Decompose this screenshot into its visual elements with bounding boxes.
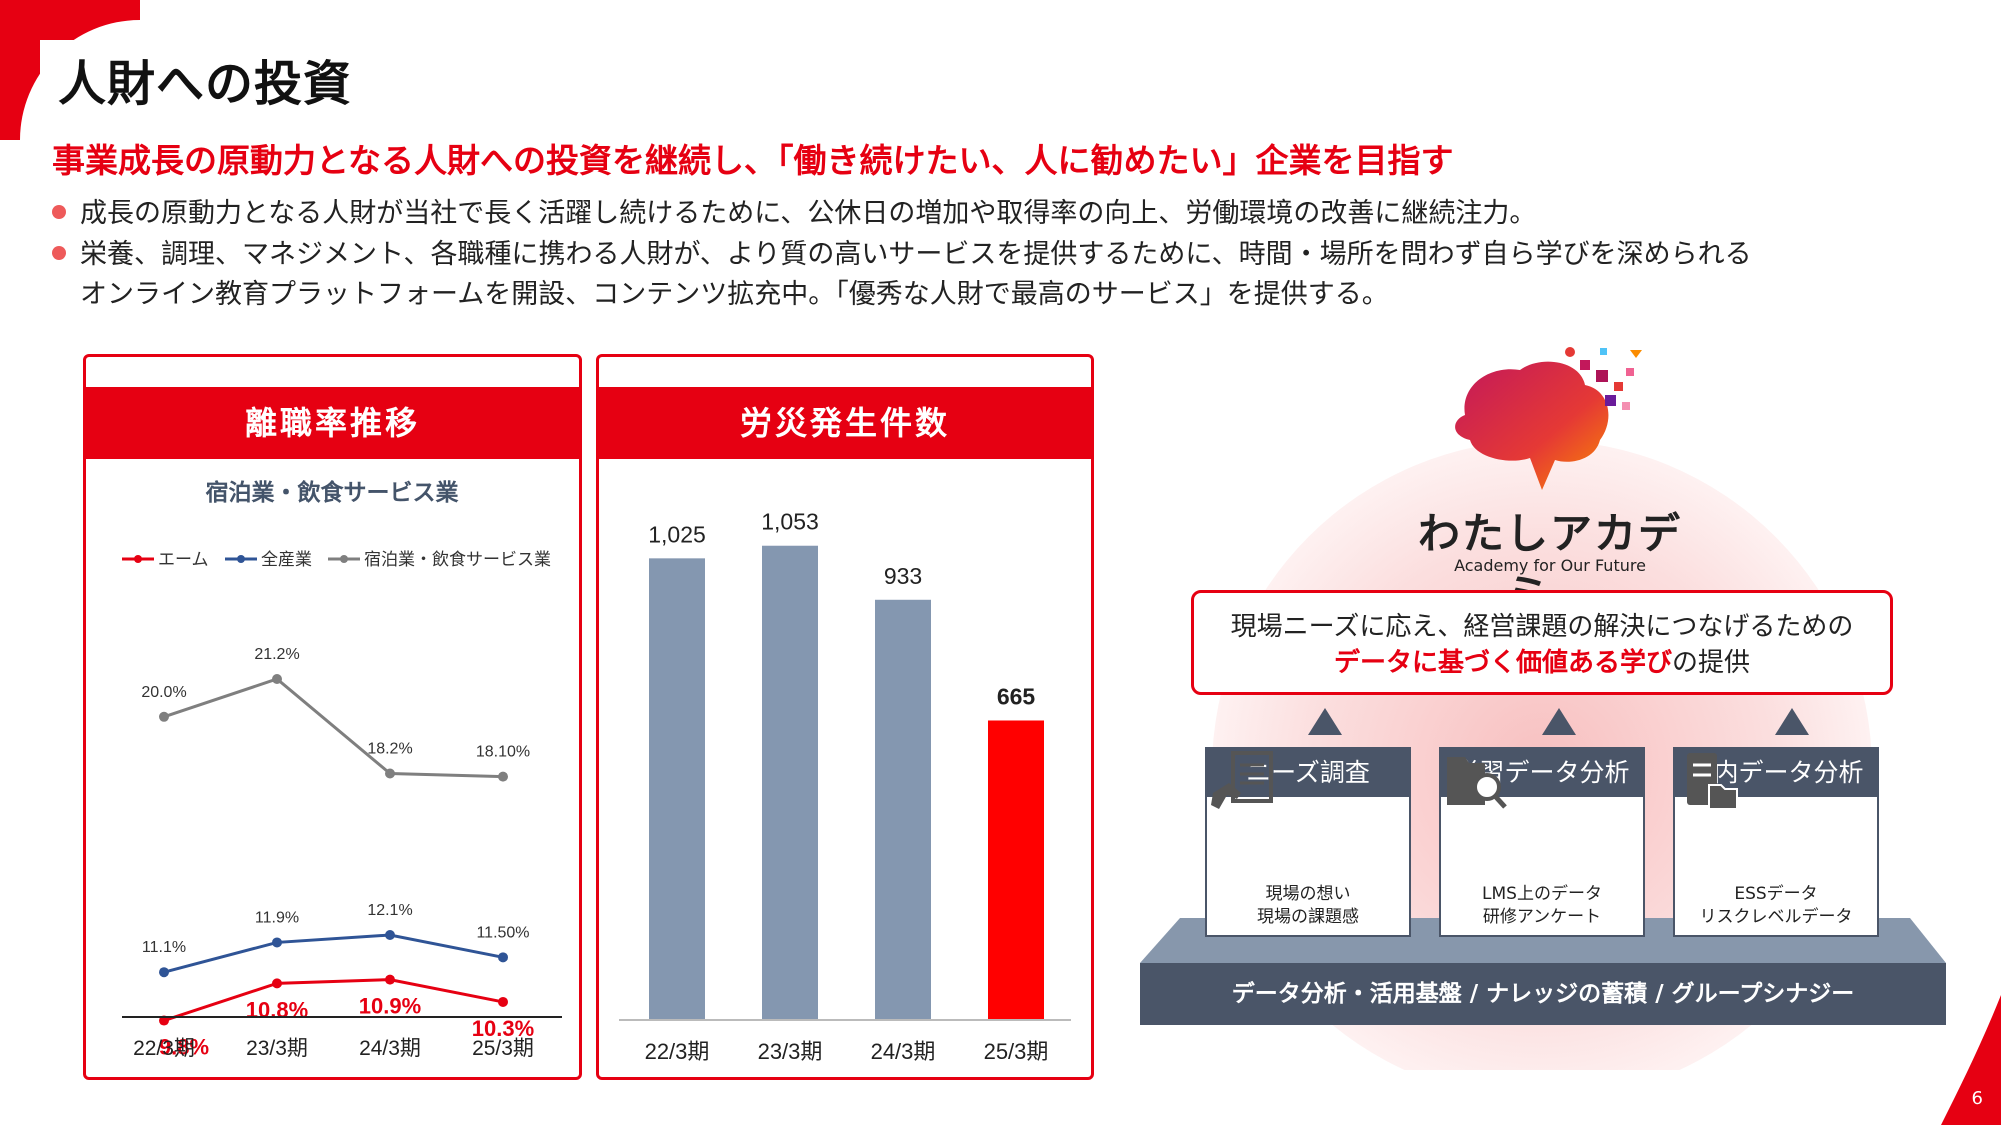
value-line: 現場ニーズに応え、経営課題の解決につなげるための <box>1230 612 1854 642</box>
legend-label: 全産業 <box>261 550 312 569</box>
data-label: 10.8% <box>246 997 308 1022</box>
data-point <box>385 768 395 779</box>
data-point <box>385 974 395 985</box>
page-number: 6 <box>1971 1088 1983 1109</box>
academy-background <box>1140 347 1946 1070</box>
bar-value-label: 1,053 <box>761 509 819 535</box>
document-hand-icon <box>1207 751 1409 883</box>
column-item: ESSデータ <box>1734 884 1818 904</box>
page-title: 人財への投資 <box>58 56 353 112</box>
x-tick-label: 25/3期 <box>472 1037 534 1060</box>
bullet-text: 成長の原動力となる人財が当社で長く活躍し続けるために、公休日の増加や取得率の向上… <box>80 198 1537 229</box>
chart-title: 宿泊業・飲食サービス業 <box>206 479 460 505</box>
accidents-panel: 労災発生件数 1,025 22/3期 1,053 23/3期 933 24/3期 665 25… <box>596 354 1094 1080</box>
data-label: 11.1% <box>142 939 186 956</box>
legend-label: 宿泊業・飲食サービス業 <box>364 550 551 569</box>
column-internal-data: 社内データ分析 ESSデータ リスクレベルデータ <box>1673 747 1879 937</box>
column-needs-survey: ニーズ調査 現場の想い 現場の課題感 <box>1205 747 1411 937</box>
column-item: 研修アンケート <box>1482 907 1602 927</box>
data-label: 10.9% <box>359 994 421 1019</box>
data-label: 9.8% <box>159 1035 209 1060</box>
data-label: 11.50% <box>476 924 529 941</box>
value-line-2: データに基づく価値ある学びの提供 <box>1194 645 1890 681</box>
turnover-header: 離職率推移 <box>83 387 582 459</box>
x-tick-label: 22/3期 <box>645 1039 710 1064</box>
bar <box>875 599 931 1020</box>
x-tick-label: 24/3期 <box>359 1037 421 1060</box>
x-tick-label: 22/3期 <box>133 1037 195 1060</box>
data-point <box>498 996 508 1007</box>
bar <box>988 720 1044 1020</box>
value-highlight: データに基づく価値ある学び <box>1333 648 1672 678</box>
data-label: 18.2% <box>367 741 412 758</box>
data-label: 20.0% <box>141 684 186 701</box>
data-label: 12.1% <box>367 902 412 919</box>
data-label: 21.2% <box>254 646 299 663</box>
x-tick-label: 24/3期 <box>871 1039 936 1064</box>
bullet-dot <box>52 246 66 260</box>
academy-name: わたしアカデミー <box>1417 509 1682 619</box>
data-point <box>498 771 508 782</box>
bullet-text: 栄養、調理、マネジメント、各職種に携わる人財が、より質の高いサービスを提供するた… <box>80 239 1752 270</box>
academy-diagram: わたしアカデミー Academy for Our Future 現場ニーズに応え… <box>1130 340 1960 1070</box>
corner-decoration <box>0 0 140 140</box>
bar-value-label: 665 <box>997 683 1036 709</box>
accidents-header: 労災発生件数 <box>596 387 1094 459</box>
column-item: リスクレベルデータ <box>1699 907 1853 927</box>
data-label: 18.10% <box>476 744 530 761</box>
bar <box>649 558 705 1020</box>
accidents-bar-chart: 1,025 22/3期 1,053 23/3期 933 24/3期 665 25/3期 <box>619 509 1071 1064</box>
data-point <box>498 952 508 963</box>
legend-marker <box>237 555 245 563</box>
bar-value-label: 933 <box>884 563 922 589</box>
bar <box>762 545 818 1020</box>
legend-marker <box>340 555 348 563</box>
page-subtitle: 事業成長の原動力となる人財への投資を継続し、「働き続けたい、人に勧めたい」企業を… <box>52 141 1454 180</box>
column-item: 現場の課題感 <box>1257 907 1359 927</box>
data-point <box>272 674 282 684</box>
data-label: 10.3% <box>472 1016 534 1041</box>
data-label: 11.9% <box>255 909 299 926</box>
x-tick-label: 23/3期 <box>246 1037 308 1060</box>
brain-logo-icon <box>1455 347 1642 490</box>
bullet-item: 栄養、調理、マネジメント、各職種に携わる人財が、より質の高いサービスを提供するた… <box>52 235 1752 315</box>
bar-value-label: 1,025 <box>648 521 706 547</box>
server-folder-icon <box>1675 753 1877 883</box>
foundation-bar: データ分析・活用基盤 / ナレッジの蓄積 / グループシナジー <box>1140 963 1946 1025</box>
x-tick-label: 25/3期 <box>984 1039 1049 1064</box>
column-learning-data: 学習データ分析 LMS上のデータ 研修アンケート <box>1439 747 1645 937</box>
series-line <box>163 978 504 1022</box>
column-item: LMS上のデータ <box>1482 884 1602 904</box>
data-point <box>385 930 395 940</box>
value-proposition-box: 現場ニーズに応え、経営課題の解決につなげるための データに基づく価値ある学びの提… <box>1191 590 1893 695</box>
data-point <box>272 937 282 948</box>
academy-subtitle: Academy for Our Future <box>1454 556 1646 575</box>
legend-marker <box>134 555 142 563</box>
value-suffix: の提供 <box>1672 648 1751 678</box>
folder-search-icon <box>1441 757 1643 883</box>
bullet-dot <box>52 205 66 219</box>
bullet-item: 成長の原動力となる人財が当社で長く活躍し続けるために、公休日の増加や取得率の向上… <box>52 194 1536 234</box>
bullet-text-continued: オンライン教育プラットフォームを開設、コンテンツ拡充中。「優秀な人財で最高のサー… <box>80 279 1389 310</box>
data-point <box>159 967 169 978</box>
x-tick-label: 23/3期 <box>758 1039 823 1064</box>
series-line <box>163 933 504 974</box>
data-point <box>159 711 169 722</box>
corner-decoration <box>1941 995 2001 1125</box>
data-point <box>272 978 282 989</box>
legend-label: エーム <box>158 550 209 569</box>
series-line <box>163 677 504 779</box>
data-point <box>159 1015 169 1026</box>
column-item: 現場の想い <box>1265 884 1351 904</box>
turnover-panel: 離職率推移 宿泊業・飲食サービス業 エーム 全産業 宿泊業・飲食サービス業 9.8% 10… <box>83 354 582 1080</box>
